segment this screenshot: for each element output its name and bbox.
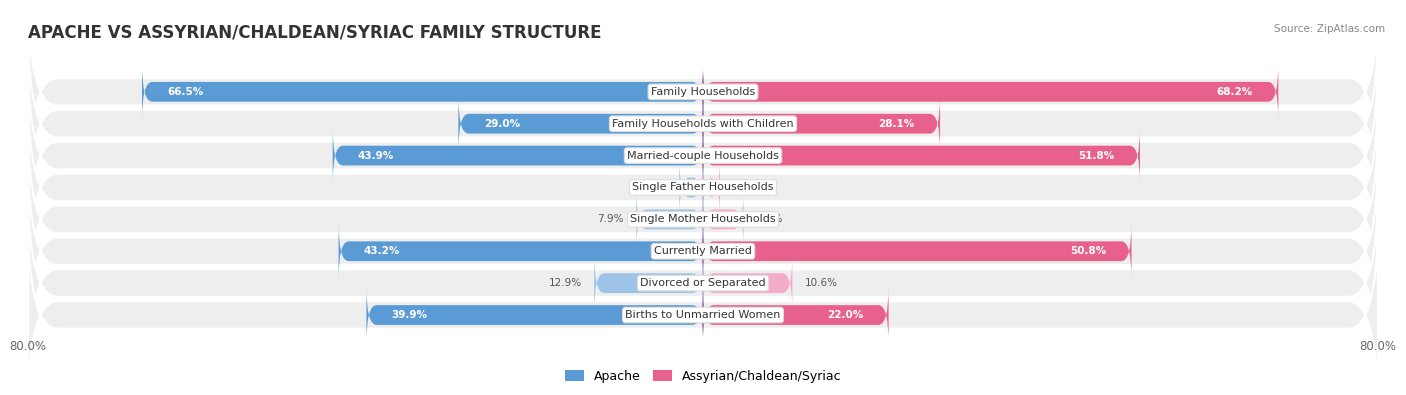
Text: 12.9%: 12.9% <box>548 278 582 288</box>
Text: APACHE VS ASSYRIAN/CHALDEAN/SYRIAC FAMILY STRUCTURE: APACHE VS ASSYRIAN/CHALDEAN/SYRIAC FAMIL… <box>28 24 602 42</box>
Text: 28.1%: 28.1% <box>879 119 915 129</box>
FancyBboxPatch shape <box>703 223 1132 280</box>
Text: 43.9%: 43.9% <box>359 150 394 161</box>
FancyBboxPatch shape <box>703 191 744 248</box>
FancyBboxPatch shape <box>703 287 889 343</box>
FancyBboxPatch shape <box>28 217 1378 395</box>
FancyBboxPatch shape <box>28 26 1378 222</box>
Text: 22.0%: 22.0% <box>827 310 863 320</box>
Text: Divorced or Separated: Divorced or Separated <box>640 278 766 288</box>
Text: Family Households: Family Households <box>651 87 755 97</box>
Text: 2.0%: 2.0% <box>733 182 759 192</box>
Text: 29.0%: 29.0% <box>484 119 520 129</box>
FancyBboxPatch shape <box>367 287 703 343</box>
FancyBboxPatch shape <box>458 95 703 152</box>
FancyBboxPatch shape <box>679 159 703 216</box>
FancyBboxPatch shape <box>28 90 1378 285</box>
Text: Births to Unmarried Women: Births to Unmarried Women <box>626 310 780 320</box>
Text: 50.8%: 50.8% <box>1070 246 1107 256</box>
FancyBboxPatch shape <box>28 185 1378 381</box>
FancyBboxPatch shape <box>703 64 1278 120</box>
Text: 4.8%: 4.8% <box>756 214 783 224</box>
FancyBboxPatch shape <box>595 255 703 312</box>
Text: Source: ZipAtlas.com: Source: ZipAtlas.com <box>1274 24 1385 34</box>
Text: Currently Married: Currently Married <box>654 246 752 256</box>
Text: 43.2%: 43.2% <box>364 246 401 256</box>
FancyBboxPatch shape <box>28 122 1378 317</box>
FancyBboxPatch shape <box>703 127 1140 184</box>
Text: 66.5%: 66.5% <box>167 87 204 97</box>
Text: Family Households with Children: Family Households with Children <box>612 119 794 129</box>
FancyBboxPatch shape <box>637 191 703 248</box>
FancyBboxPatch shape <box>703 255 793 312</box>
FancyBboxPatch shape <box>28 58 1378 254</box>
FancyBboxPatch shape <box>703 95 941 152</box>
FancyBboxPatch shape <box>333 127 703 184</box>
FancyBboxPatch shape <box>339 223 703 280</box>
Text: Single Mother Households: Single Mother Households <box>630 214 776 224</box>
Text: 10.6%: 10.6% <box>806 278 838 288</box>
Text: Single Father Households: Single Father Households <box>633 182 773 192</box>
Text: 39.9%: 39.9% <box>392 310 427 320</box>
Text: 68.2%: 68.2% <box>1216 87 1253 97</box>
Legend: Apache, Assyrian/Chaldean/Syriac: Apache, Assyrian/Chaldean/Syriac <box>560 365 846 388</box>
Text: 2.8%: 2.8% <box>640 182 666 192</box>
FancyBboxPatch shape <box>28 153 1378 349</box>
FancyBboxPatch shape <box>142 64 703 120</box>
Text: 51.8%: 51.8% <box>1078 150 1115 161</box>
Text: Married-couple Households: Married-couple Households <box>627 150 779 161</box>
FancyBboxPatch shape <box>28 0 1378 190</box>
FancyBboxPatch shape <box>703 159 720 216</box>
Text: 7.9%: 7.9% <box>598 214 624 224</box>
